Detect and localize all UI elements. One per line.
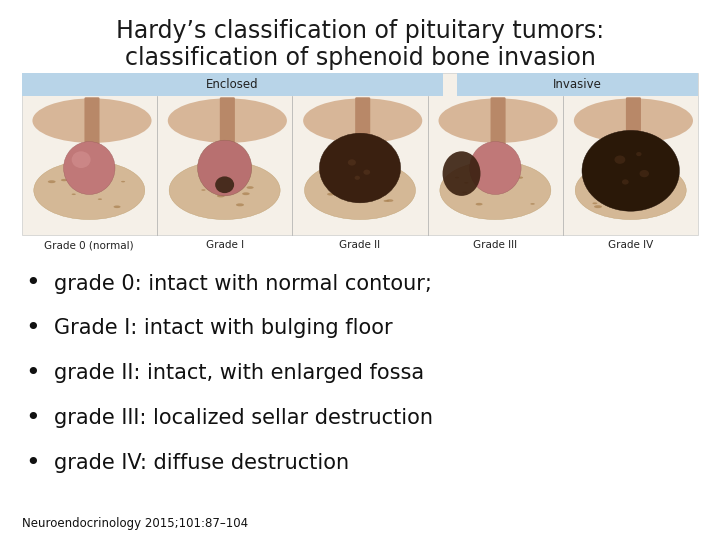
Ellipse shape — [614, 156, 625, 164]
Ellipse shape — [236, 204, 244, 206]
Text: Grade III: Grade III — [473, 240, 518, 251]
Text: •: • — [25, 272, 40, 295]
Text: grade 0: intact with normal contour;: grade 0: intact with normal contour; — [54, 273, 432, 294]
Text: Grade 0 (normal): Grade 0 (normal) — [45, 240, 134, 251]
Ellipse shape — [320, 133, 400, 203]
Ellipse shape — [197, 140, 252, 196]
Ellipse shape — [438, 98, 557, 143]
Ellipse shape — [246, 186, 253, 189]
Ellipse shape — [476, 203, 482, 206]
Text: •: • — [25, 361, 40, 385]
Ellipse shape — [63, 141, 115, 194]
Ellipse shape — [597, 191, 601, 193]
Ellipse shape — [169, 161, 280, 220]
Ellipse shape — [327, 193, 334, 195]
Ellipse shape — [242, 192, 250, 195]
Ellipse shape — [469, 141, 521, 194]
Ellipse shape — [215, 177, 234, 193]
Ellipse shape — [34, 161, 145, 220]
Ellipse shape — [354, 176, 360, 180]
Bar — [22, 73, 698, 235]
Text: Grade II: Grade II — [339, 240, 381, 251]
Ellipse shape — [168, 98, 287, 143]
Ellipse shape — [384, 200, 390, 202]
FancyBboxPatch shape — [490, 97, 505, 159]
Ellipse shape — [621, 179, 629, 182]
Ellipse shape — [72, 151, 91, 168]
Ellipse shape — [594, 205, 602, 208]
Ellipse shape — [574, 98, 693, 143]
Ellipse shape — [582, 131, 680, 211]
Ellipse shape — [243, 182, 247, 184]
Ellipse shape — [593, 202, 598, 204]
Ellipse shape — [462, 192, 467, 193]
Text: Grade I: Grade I — [206, 240, 243, 251]
Text: Hardy’s classification of pituitary tumors:: Hardy’s classification of pituitary tumo… — [116, 19, 604, 43]
Ellipse shape — [387, 199, 393, 202]
Ellipse shape — [575, 161, 686, 220]
Text: •: • — [25, 406, 40, 430]
FancyBboxPatch shape — [626, 97, 641, 159]
Ellipse shape — [455, 177, 459, 178]
Text: Enclosed: Enclosed — [206, 78, 258, 91]
Ellipse shape — [32, 98, 151, 143]
Ellipse shape — [98, 198, 102, 200]
Ellipse shape — [114, 206, 120, 208]
Text: grade III: localized sellar destruction: grade III: localized sellar destruction — [54, 408, 433, 428]
Ellipse shape — [517, 177, 523, 179]
Bar — [457, 73, 698, 96]
FancyBboxPatch shape — [220, 97, 235, 159]
Text: Grade IV: Grade IV — [608, 240, 653, 251]
Ellipse shape — [636, 152, 642, 156]
Text: •: • — [25, 451, 40, 475]
Text: classification of sphenoid bone invasion: classification of sphenoid bone invasion — [125, 46, 595, 70]
Ellipse shape — [202, 189, 206, 191]
Ellipse shape — [121, 181, 125, 183]
Ellipse shape — [48, 180, 55, 183]
Ellipse shape — [61, 179, 67, 181]
Text: Invasive: Invasive — [554, 78, 602, 91]
Text: Neuroendocrinology 2015;101:87–104: Neuroendocrinology 2015;101:87–104 — [22, 517, 248, 530]
Ellipse shape — [652, 187, 657, 190]
Ellipse shape — [443, 151, 480, 196]
Ellipse shape — [464, 182, 469, 184]
Ellipse shape — [94, 183, 101, 186]
FancyBboxPatch shape — [355, 97, 370, 159]
Ellipse shape — [491, 184, 496, 186]
Ellipse shape — [639, 170, 649, 177]
Text: grade II: intact, with enlarged fossa: grade II: intact, with enlarged fossa — [54, 363, 424, 383]
Ellipse shape — [369, 198, 374, 200]
Ellipse shape — [303, 98, 422, 143]
Ellipse shape — [71, 193, 76, 195]
Ellipse shape — [376, 196, 382, 198]
Text: Grade I: intact with bulging floor: Grade I: intact with bulging floor — [54, 318, 392, 339]
Ellipse shape — [609, 205, 616, 208]
Text: grade IV: diffuse destruction: grade IV: diffuse destruction — [54, 453, 349, 473]
Ellipse shape — [374, 178, 382, 180]
Ellipse shape — [622, 179, 629, 185]
Bar — [22, 73, 443, 96]
Ellipse shape — [351, 197, 356, 199]
Ellipse shape — [531, 203, 535, 205]
Ellipse shape — [364, 170, 370, 175]
Ellipse shape — [667, 178, 672, 179]
Ellipse shape — [233, 180, 239, 183]
Ellipse shape — [217, 194, 225, 198]
FancyBboxPatch shape — [84, 97, 99, 159]
Ellipse shape — [348, 159, 356, 166]
Ellipse shape — [305, 161, 415, 220]
Text: •: • — [25, 316, 40, 340]
Ellipse shape — [440, 161, 551, 220]
